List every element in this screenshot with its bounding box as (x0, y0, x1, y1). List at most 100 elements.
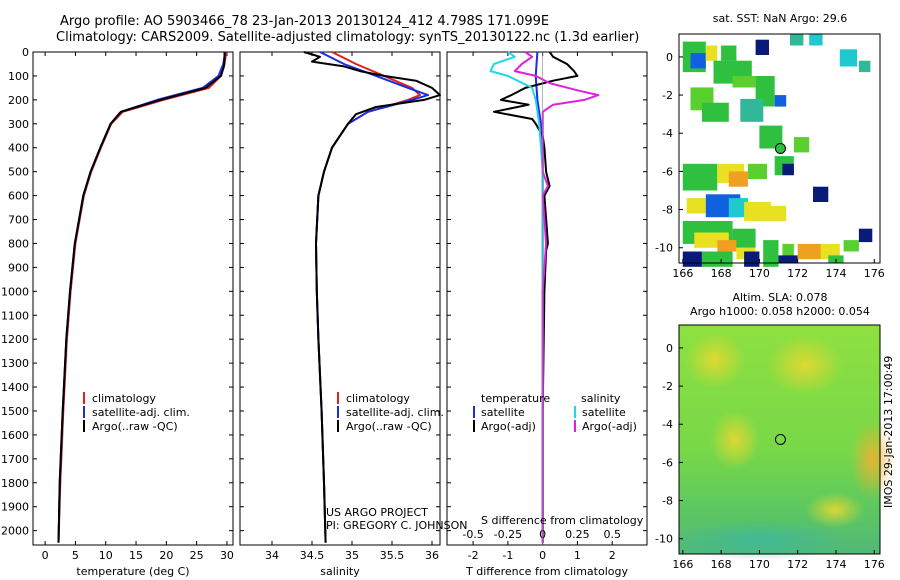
difference-plot: -2 -1 0 1 2-0.5 -0.25 0 0.25 0.5 (462, 51, 621, 562)
x-tick-label: 20 (159, 549, 173, 562)
difference-top-xlabel: S difference from climatology (481, 514, 644, 527)
difference-xlabel: T difference from climatology (465, 565, 628, 578)
sst-cell (858, 60, 871, 73)
legend-header-salinity: salinity (581, 392, 621, 405)
sst-cell (813, 186, 829, 202)
sst-cell (767, 205, 787, 222)
sst-cell (763, 240, 779, 267)
argo-location-markers (774, 142, 786, 445)
sst-cell (809, 34, 823, 46)
sla-map-title-line1: Altim. SLA: 0.078 (732, 291, 827, 304)
sst-cell (732, 228, 756, 248)
series-line-satellite (315, 51, 429, 543)
map-x-tick-label: 170 (749, 558, 770, 571)
sst-cell (839, 49, 857, 67)
legend-label-argo: Argo(..raw -QC) (92, 420, 178, 433)
legend-label-satellite: satellite-adj. clim. (92, 406, 190, 419)
depth-tick-label: 400 (8, 142, 29, 155)
map-y-tick-label: -6 (662, 456, 673, 469)
map-y-tick-label: -8 (662, 204, 673, 217)
map-y-tick-label: -4 (662, 127, 673, 140)
temperature-panel-frame (32, 51, 234, 546)
legend-label-argo: Argo(..raw -QC) (346, 420, 432, 433)
sst-cell (790, 34, 804, 46)
x-tick-label: 0 (539, 549, 546, 562)
s-diff-tick-label: 0.5 (603, 528, 621, 541)
sst-cell (740, 98, 764, 122)
map-y-tick-label: -2 (662, 380, 673, 393)
map-axes: 166 168 170 172 174 176 0 -2 -4 -6 -8 -10 166 168 170 1… (655, 33, 885, 571)
series-line-argo (303, 51, 441, 543)
depth-tick-label: 1000 (1, 285, 29, 298)
credit-project: US ARGO PROJECT (326, 506, 428, 519)
legend-label-climatology: climatology (92, 392, 156, 405)
sst-cell (793, 137, 810, 153)
sst-cell (782, 243, 794, 260)
sst-cell (774, 95, 787, 107)
map-y-tick-label: -6 (662, 165, 673, 178)
sst-cell (797, 243, 825, 260)
sla-anomaly-peak (850, 420, 894, 500)
map-x-tick-label: 174 (825, 558, 846, 571)
depth-tick-label: 1400 (1, 381, 29, 394)
x-tick-label: 34.5 (300, 549, 325, 562)
sst-cell (755, 39, 769, 55)
argo-marker-sla (774, 433, 786, 445)
depth-tick-label: 200 (8, 94, 29, 107)
sst-cell (744, 201, 771, 221)
sst-cell (858, 228, 873, 243)
map-y-tick-label: -8 (662, 495, 673, 508)
map-x-tick-label: 176 (864, 267, 885, 280)
salinity-panel-frame (239, 51, 441, 546)
sst-cell (702, 251, 733, 267)
map-x-tick-label: 170 (749, 267, 770, 280)
sla-anomaly-high (685, 332, 745, 388)
map-x-tick-label: 168 (711, 558, 732, 571)
map-x-tick-label: 172 (787, 267, 808, 280)
map-y-tick-label: -2 (662, 89, 673, 102)
depth-tick-label: 800 (8, 237, 29, 250)
sst-cell (686, 198, 706, 214)
map-x-tick-label: 168 (711, 267, 732, 280)
sst-cell (744, 251, 760, 267)
map-x-tick-label: 166 (672, 267, 693, 280)
figure-title-line1: Argo profile: AO 5903466_78 23-Jan-2013 … (60, 14, 550, 29)
sst-cell (820, 243, 840, 260)
map-x-tick-label: 166 (672, 558, 693, 571)
depth-tick-label: 1900 (1, 501, 29, 514)
argo-marker-sst (774, 142, 786, 154)
x-tick-label: 15 (129, 549, 143, 562)
salinity-xlabel: salinity (320, 565, 360, 578)
x-tick-label: 0 (42, 549, 49, 562)
s-diff-tick-label: -0.25 (494, 528, 522, 541)
sst-map (679, 34, 880, 267)
sst-cell (747, 163, 767, 180)
x-tick-label: -2 (468, 549, 479, 562)
series-line-s-argo (513, 51, 600, 543)
legend-label-satellite: satellite-adj. clim. (346, 406, 444, 419)
figure-title-line2: Climatology: CARS2009. Satellite-adjuste… (56, 30, 640, 45)
sla-anomaly-low (670, 520, 850, 560)
legend-header-temperature: temperature (481, 392, 550, 405)
depth-tick-label: 1500 (1, 405, 29, 418)
map-x-tick-label: 176 (864, 558, 885, 571)
x-tick-label: 34 (265, 549, 279, 562)
x-tick-label: 25 (190, 549, 204, 562)
salinity-plot: 34 34.5 35 35.5 36 (265, 51, 441, 562)
sst-cell (702, 102, 729, 122)
depth-tick-label: 300 (8, 118, 29, 131)
s-diff-tick-label: 0.25 (565, 528, 590, 541)
legend-label-s-argo: Argo(-adj) (582, 420, 637, 433)
sla-anomaly-high (805, 492, 865, 528)
sst-cell (717, 240, 737, 252)
depth-tick-label: 1600 (1, 429, 29, 442)
depth-tick-label: 1200 (1, 333, 29, 346)
sla-anomaly-high (767, 335, 843, 395)
map-y-tick-label: -10 (655, 242, 673, 255)
x-tick-label: 36 (425, 549, 439, 562)
series-line-argo (57, 52, 226, 543)
series-line-t-argo (493, 51, 579, 543)
x-tick-label: 5 (72, 549, 79, 562)
sst-map-title: sat. SST: NaN Argo: 29.6 (713, 12, 847, 25)
legend-label-t-satellite: satellite (481, 406, 525, 419)
